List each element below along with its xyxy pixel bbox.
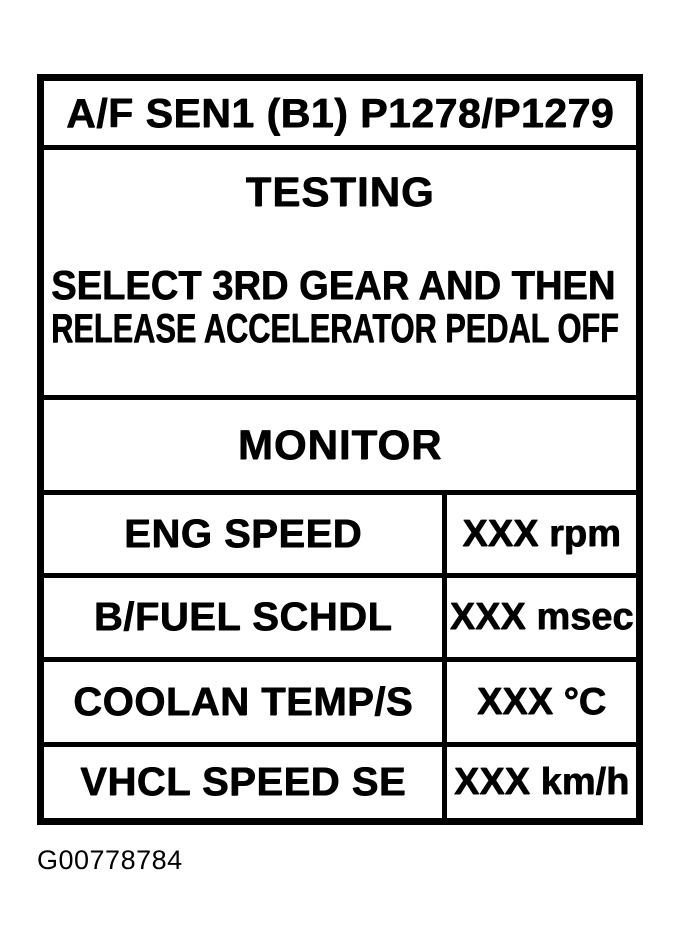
parameter-label: ENG SPEED	[124, 511, 362, 556]
instructions-block: SELECT 3RD GEAR AND THEN RELEASE ACCELER…	[51, 264, 636, 350]
monitor-header-row: MONITOR	[44, 400, 636, 495]
figure-id-caption: G00778784	[37, 845, 183, 875]
parameter-value: XXX °C	[476, 680, 607, 723]
scan-tool-display: A/F SEN1 (B1) P1278/P1279 TESTING SELECT…	[37, 74, 643, 825]
instruction-line-1: SELECT 3RD GEAR AND THEN	[51, 262, 616, 308]
instruction-line-2: RELEASE ACCELERATOR PEDAL OFF	[51, 305, 619, 351]
table-row: VHCL SPEED SE XXX km/h	[44, 747, 636, 818]
table-row: B/FUEL SCHDL XXX msec	[44, 578, 636, 662]
row-value-cell: XXX km/h	[447, 747, 636, 818]
row-label-cell: VHCL SPEED SE	[44, 747, 447, 818]
table-row: COOLAN TEMP/S XXX °C	[44, 662, 636, 747]
row-value-cell: XXX rpm	[447, 495, 636, 573]
status-heading: TESTING	[245, 168, 435, 215]
row-label-cell: ENG SPEED	[44, 495, 447, 573]
row-label-cell: COOLAN TEMP/S	[44, 662, 447, 742]
parameter-label: COOLAN TEMP/S	[73, 679, 413, 724]
display-title: A/F SEN1 (B1) P1278/P1279	[65, 89, 615, 136]
parameter-label: B/FUEL SCHDL	[93, 595, 393, 639]
row-value-cell: XXX msec	[447, 578, 636, 657]
monitor-heading: MONITOR	[237, 421, 443, 468]
parameter-value: XXX rpm	[462, 512, 621, 555]
parameter-label: VHCL SPEED SE	[80, 760, 406, 804]
testing-row: TESTING SELECT 3RD GEAR AND THEN RELEASE…	[44, 150, 636, 400]
title-row: A/F SEN1 (B1) P1278/P1279	[44, 81, 636, 150]
table-row: ENG SPEED XXX rpm	[44, 495, 636, 578]
parameter-value: XXX km/h	[453, 761, 630, 803]
parameter-value: XXX msec	[449, 596, 634, 638]
row-value-cell: XXX °C	[447, 662, 636, 742]
row-label-cell: B/FUEL SCHDL	[44, 578, 447, 657]
